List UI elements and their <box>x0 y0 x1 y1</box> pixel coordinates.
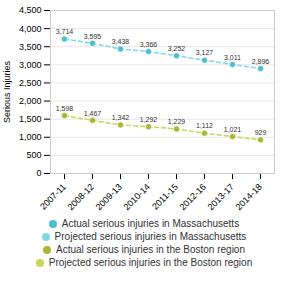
svg-text:Serious Injuries: Serious Injuries <box>2 60 12 123</box>
svg-text:2009-13: 2009-13 <box>94 182 124 212</box>
svg-text:1,000: 1,000 <box>19 132 42 142</box>
svg-text:2008-12: 2008-12 <box>66 182 96 212</box>
svg-text:3,438: 3,438 <box>112 38 130 45</box>
svg-text:1,112: 1,112 <box>196 122 213 129</box>
svg-text:2013-17: 2013-17 <box>206 182 236 212</box>
svg-text:3,595: 3,595 <box>84 33 102 40</box>
svg-text:2,500: 2,500 <box>19 78 42 88</box>
html-text:Projected serious injuries in: Projected serious injuries in the Boston… <box>48 257 253 268</box>
svg-text:3,127: 3,127 <box>196 49 214 56</box>
svg-text:2014-18: 2014-18 <box>234 182 264 212</box>
html-text:Actual serious injuries in the: Actual serious injuries in the Boston re… <box>56 244 245 255</box>
svg-text:1,500: 1,500 <box>19 114 42 124</box>
svg-text:3,366: 3,366 <box>140 41 158 48</box>
svg-text:2,000: 2,000 <box>19 96 42 106</box>
svg-text:3,500: 3,500 <box>19 42 42 52</box>
svg-text:2012-16: 2012-16 <box>178 182 208 212</box>
svg-text:500: 500 <box>26 150 41 160</box>
svg-text:4,500: 4,500 <box>19 5 42 15</box>
svg-text:3,000: 3,000 <box>19 60 42 70</box>
svg-text:3,011: 3,011 <box>224 54 241 61</box>
html-text:Projected serious injuries in: Projected serious injuries in Massachuse… <box>54 231 247 242</box>
svg-text:2,896: 2,896 <box>252 58 270 65</box>
svg-text:3,252: 3,252 <box>168 45 186 52</box>
svg-text:1,342: 1,342 <box>112 114 130 121</box>
svg-text:1,229: 1,229 <box>168 118 186 125</box>
svg-text:1,467: 1,467 <box>84 110 102 117</box>
svg-text:1,292: 1,292 <box>140 116 158 123</box>
svg-text:4,000: 4,000 <box>19 23 42 33</box>
svg-text:1,021: 1,021 <box>224 126 242 133</box>
svg-text:3,714: 3,714 <box>56 28 74 35</box>
html-text:Actual serious injuries in Mas: Actual serious injuries in Massachusetts <box>61 218 240 229</box>
svg-text:0: 0 <box>36 168 41 178</box>
svg-text:2007-11: 2007-11 <box>38 182 68 212</box>
svg-text:1,598: 1,598 <box>56 105 74 112</box>
svg-text:929: 929 <box>255 129 267 136</box>
svg-text:2011-15: 2011-15 <box>150 182 180 212</box>
svg-text:2010-14: 2010-14 <box>122 182 152 212</box>
